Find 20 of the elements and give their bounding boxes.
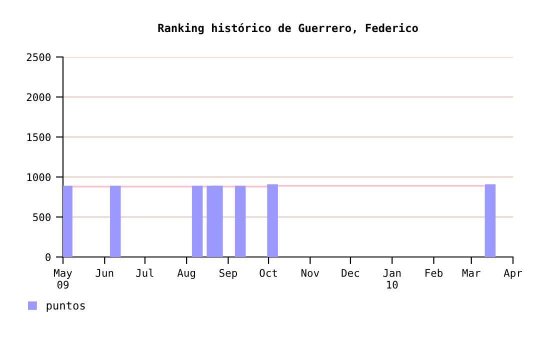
y-tick-label: 2500: [26, 53, 51, 62]
x-tick-label: Jul: [136, 268, 154, 277]
x-tick-label: Oct: [260, 269, 277, 277]
x-tick-label: May 09: [54, 269, 72, 289]
x-tick-label: Apr: [504, 269, 522, 279]
x-tick-label: Feb: [426, 268, 443, 277]
legend-label: puntos: [46, 302, 85, 312]
y-tick-label: 2000: [26, 93, 51, 102]
y-tick-label: 0: [46, 253, 51, 262]
x-tick-label: Jun: [96, 269, 114, 277]
y-tick-label: 1000: [27, 173, 51, 182]
chart-title: Ranking histórico de Guerrero, Federico: [158, 22, 418, 34]
x-tick-label: Aug: [177, 269, 196, 279]
x-tick-label: Sep: [220, 269, 237, 279]
x-tick-label: Jan 10: [383, 269, 401, 289]
y-tick-label: 1500: [27, 133, 51, 142]
y-tick-label: 500: [33, 213, 51, 222]
x-tick-label: Nov: [301, 269, 320, 277]
x-tick-label: Mar: [462, 269, 480, 277]
x-tick-label: Dec: [342, 269, 359, 277]
